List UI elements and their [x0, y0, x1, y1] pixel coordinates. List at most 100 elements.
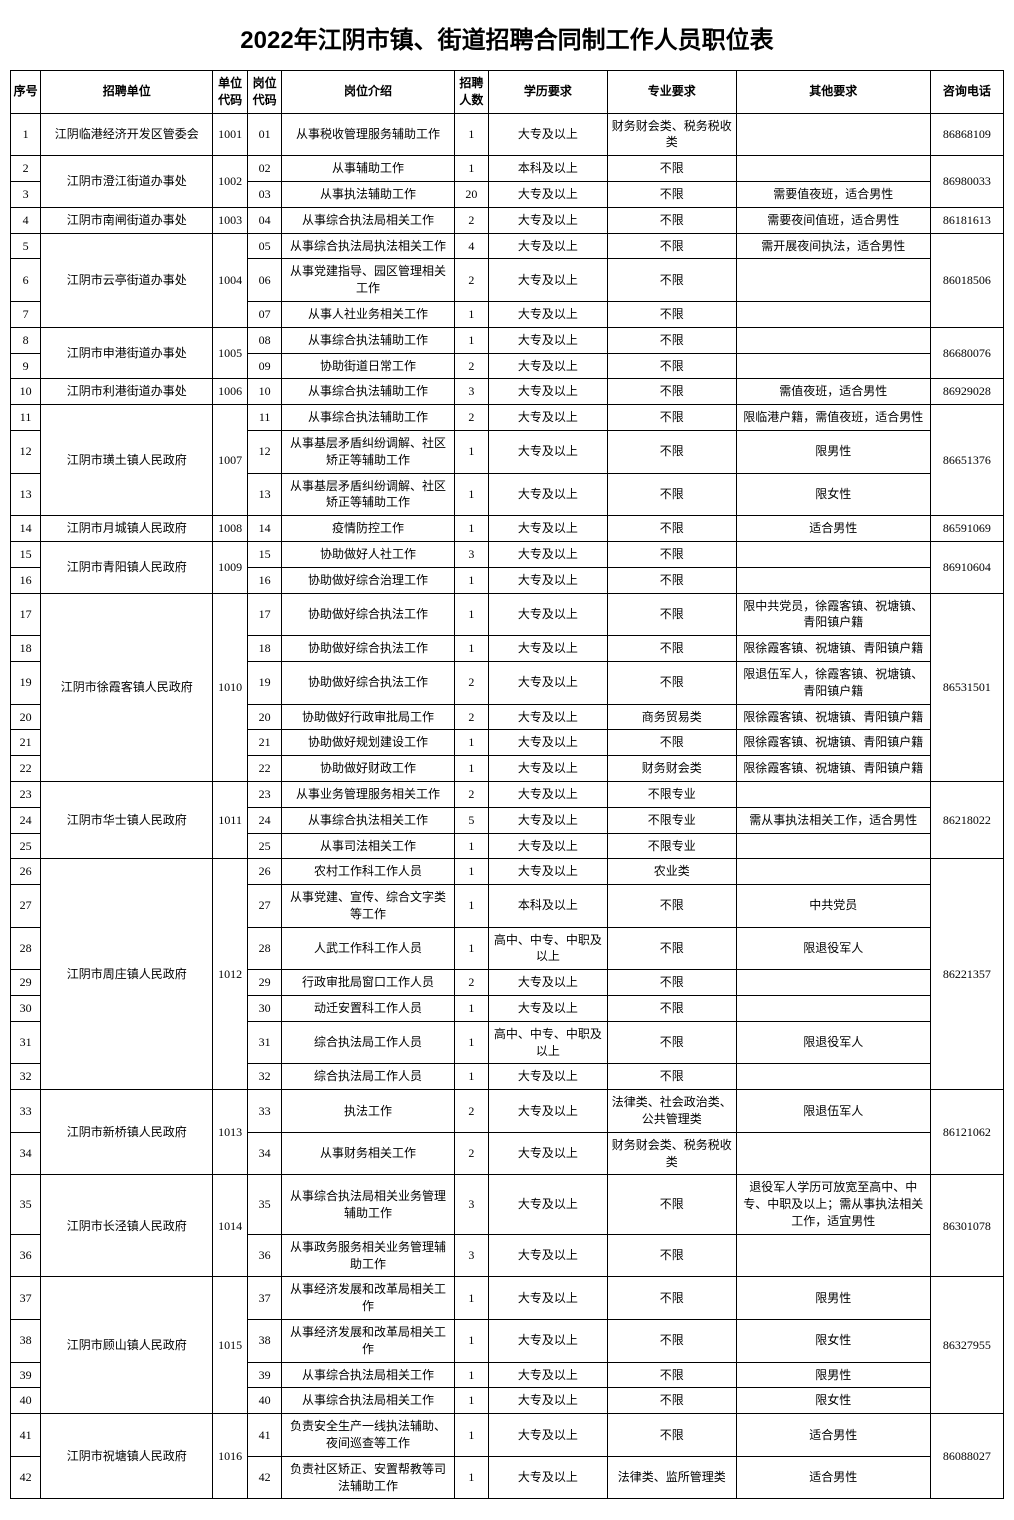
- cell-tel: 86301078: [930, 1175, 1003, 1277]
- table-row: 11江阴市璜土镇人民政府100711从事综合执法辅助工作2大专及以上不限限临港户…: [11, 405, 1004, 431]
- cell-desc: 从事综合执法相关工作: [282, 807, 454, 833]
- cell-pcode: 11: [247, 405, 281, 431]
- cell-other: 限男性: [736, 430, 930, 473]
- cell-desc: 从事财务相关工作: [282, 1132, 454, 1175]
- cell-num: 5: [454, 807, 488, 833]
- cell-desc: 从事综合执法局相关工作: [282, 1388, 454, 1414]
- cell-edu: 大专及以上: [489, 1320, 607, 1363]
- cell-ucode: 1003: [213, 207, 247, 233]
- cell-tel: 86018506: [930, 233, 1003, 327]
- cell-pcode: 42: [247, 1456, 281, 1499]
- cell-major: 不限: [607, 1320, 736, 1363]
- cell-num: 1: [454, 567, 488, 593]
- cell-unit: 江阴市月城镇人民政府: [41, 516, 213, 542]
- cell-other: [736, 970, 930, 996]
- table-row: 2江阴市澄江街道办事处100202从事辅助工作1本科及以上不限86980033: [11, 156, 1004, 182]
- cell-edu: 大专及以上: [489, 541, 607, 567]
- cell-other: 限女性: [736, 473, 930, 516]
- cell-major: 不限: [607, 1414, 736, 1457]
- cell-num: 2: [454, 1132, 488, 1175]
- cell-desc: 协助做好综合执法工作: [282, 593, 454, 636]
- cell-other: 需要值夜班，适合男性: [736, 181, 930, 207]
- cell-seq: 41: [11, 1414, 41, 1457]
- cell-tel: 86218022: [930, 781, 1003, 858]
- cell-seq: 8: [11, 327, 41, 353]
- table-row: 37江阴市顾山镇人民政府101537从事经济发展和改革局相关工作1大专及以上不限…: [11, 1277, 1004, 1320]
- cell-seq: 18: [11, 636, 41, 662]
- cell-num: 20: [454, 181, 488, 207]
- cell-major: 不限: [607, 181, 736, 207]
- cell-major: 不限: [607, 1064, 736, 1090]
- cell-major: 不限: [607, 1388, 736, 1414]
- table-row: 33江阴市新桥镇人民政府101333执法工作2大专及以上法律类、社会政治类、公共…: [11, 1090, 1004, 1133]
- cell-other: [736, 541, 930, 567]
- cell-desc: 从事综合执法辅助工作: [282, 327, 454, 353]
- cell-other: 限临港户籍，需值夜班，适合男性: [736, 405, 930, 431]
- cell-tel: 86327955: [930, 1277, 1003, 1414]
- cell-other: 限退伍军人，徐霞客镇、祝塘镇、青阳镇户籍: [736, 661, 930, 704]
- cell-major: 不限: [607, 970, 736, 996]
- cell-num: 2: [454, 353, 488, 379]
- cell-edu: 大专及以上: [489, 405, 607, 431]
- cell-other: 限男性: [736, 1277, 930, 1320]
- cell-desc: 从事人社业务相关工作: [282, 301, 454, 327]
- cell-tel: 86181613: [930, 207, 1003, 233]
- cell-desc: 从事党建指导、园区管理相关工作: [282, 259, 454, 302]
- cell-major: 不限专业: [607, 807, 736, 833]
- cell-desc: 从事综合执法辅助工作: [282, 379, 454, 405]
- cell-unit: 江阴市徐霞客镇人民政府: [41, 593, 213, 781]
- cell-seq: 5: [11, 233, 41, 259]
- cell-pcode: 27: [247, 885, 281, 928]
- col-header-0: 序号: [11, 71, 41, 114]
- cell-seq: 12: [11, 430, 41, 473]
- cell-major: 不限: [607, 233, 736, 259]
- cell-tel: 86221357: [930, 859, 1003, 1090]
- cell-pcode: 24: [247, 807, 281, 833]
- cell-edu: 大专及以上: [489, 353, 607, 379]
- cell-seq: 17: [11, 593, 41, 636]
- cell-edu: 大专及以上: [489, 636, 607, 662]
- cell-other: [736, 327, 930, 353]
- cell-tel: 86531501: [930, 593, 1003, 781]
- cell-edu: 大专及以上: [489, 807, 607, 833]
- cell-desc: 从事执法辅助工作: [282, 181, 454, 207]
- cell-seq: 32: [11, 1064, 41, 1090]
- col-header-9: 咨询电话: [930, 71, 1003, 114]
- cell-major: 不限: [607, 259, 736, 302]
- cell-other: 限退役军人: [736, 1021, 930, 1064]
- cell-seq: 4: [11, 207, 41, 233]
- cell-pcode: 41: [247, 1414, 281, 1457]
- cell-num: 2: [454, 661, 488, 704]
- cell-num: 1: [454, 113, 488, 156]
- cell-num: 2: [454, 207, 488, 233]
- cell-num: 1: [454, 756, 488, 782]
- cell-tel: 86868109: [930, 113, 1003, 156]
- col-header-3: 岗位代码: [247, 71, 281, 114]
- cell-seq: 23: [11, 781, 41, 807]
- cell-pcode: 37: [247, 1277, 281, 1320]
- cell-seq: 3: [11, 181, 41, 207]
- cell-other: 限徐霞客镇、祝塘镇、青阳镇户籍: [736, 704, 930, 730]
- cell-major: 不限: [607, 593, 736, 636]
- cell-num: 1: [454, 1414, 488, 1457]
- cell-unit: 江阴市新桥镇人民政府: [41, 1090, 213, 1175]
- cell-other: 适合男性: [736, 1414, 930, 1457]
- cell-other: 退役军人学历可放宽至高中、中专、中职及以上；需从事执法相关工作，适宜男性: [736, 1175, 930, 1234]
- cell-pcode: 40: [247, 1388, 281, 1414]
- cell-ucode: 1004: [213, 233, 247, 327]
- cell-seq: 13: [11, 473, 41, 516]
- cell-unit: 江阴市长泾镇人民政府: [41, 1175, 213, 1277]
- cell-ucode: 1012: [213, 859, 247, 1090]
- cell-num: 2: [454, 970, 488, 996]
- cell-seq: 15: [11, 541, 41, 567]
- cell-seq: 35: [11, 1175, 41, 1234]
- cell-ucode: 1008: [213, 516, 247, 542]
- cell-major: 不限: [607, 516, 736, 542]
- cell-pcode: 08: [247, 327, 281, 353]
- cell-num: 1: [454, 859, 488, 885]
- cell-major: 不限: [607, 473, 736, 516]
- cell-other: 限女性: [736, 1320, 930, 1363]
- cell-seq: 1: [11, 113, 41, 156]
- cell-unit: 江阴市云亭街道办事处: [41, 233, 213, 327]
- cell-pcode: 01: [247, 113, 281, 156]
